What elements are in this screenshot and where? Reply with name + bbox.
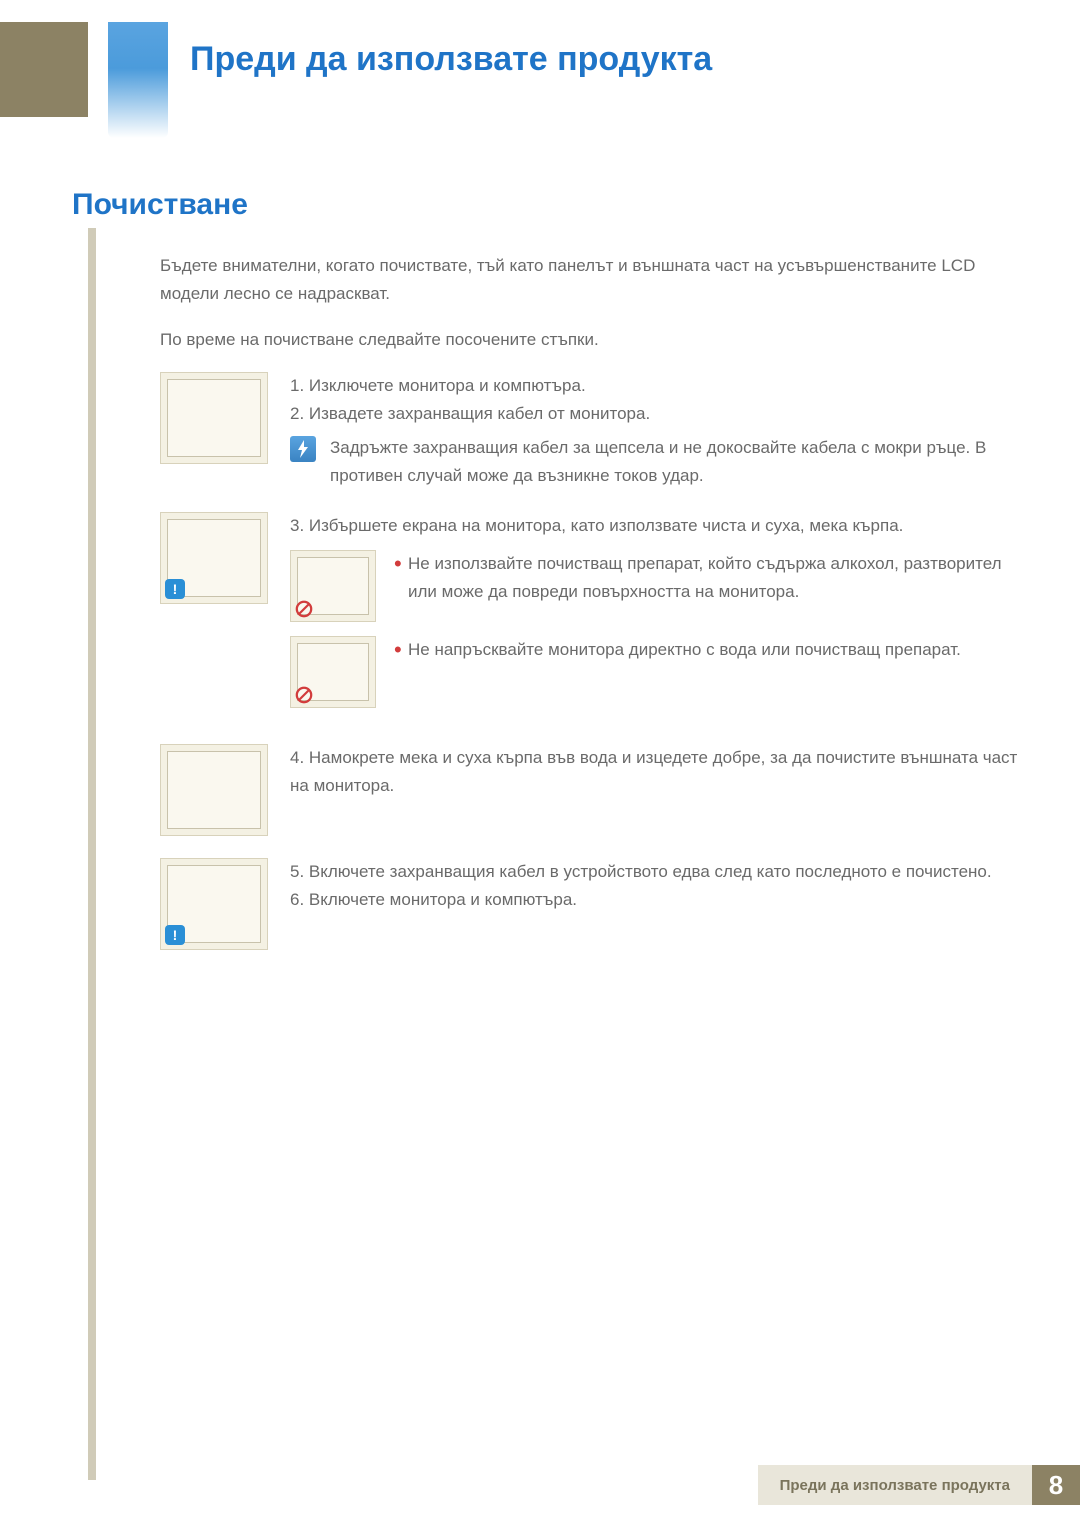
illustration-reconnect: ! xyxy=(160,858,268,950)
step-4-text: 4. Намокрете мека и суха кърпа във вода … xyxy=(290,744,1020,800)
intro-paragraph-1: Бъдете внимателни, когато почиствате, тъ… xyxy=(160,252,1020,308)
illustration-no-spray xyxy=(290,636,376,708)
step-3-bullet-2: • Не напръсквайте монитора директно с во… xyxy=(290,636,1020,708)
bullet-dot-icon: • xyxy=(394,550,408,622)
content-area: Бъдете внимателни, когато почиствате, тъ… xyxy=(160,252,1020,972)
step-block-1: 1. Изключете монитора и компютъра. 2. Из… xyxy=(160,372,1020,490)
chapter-title: Преди да използвате продукта xyxy=(190,40,712,79)
step-1-text: 1. Изключете монитора и компютъра. xyxy=(290,372,1020,400)
section-title: Почистване xyxy=(66,188,254,228)
chapter-tab xyxy=(108,22,168,138)
intro-paragraph-2: По време на почистване следвайте посочен… xyxy=(160,326,1020,354)
prohibit-icon xyxy=(295,599,313,617)
step-3-bullet-2-text: Не напръсквайте монитора директно с вода… xyxy=(408,636,1020,708)
step-3-bullet-1: • Не използвайте почистващ препарат, кой… xyxy=(290,550,1020,622)
left-margin-track xyxy=(88,190,96,1480)
step-block-5: ! 5. Включете захранващия кабел в устрой… xyxy=(160,858,1020,950)
lightning-icon xyxy=(290,436,316,462)
step-2-text: 2. Извадете захранващия кабел от монитор… xyxy=(290,400,1020,428)
illustration-no-chemicals xyxy=(290,550,376,622)
step-3-bullet-1-text: Не използвайте почистващ препарат, който… xyxy=(408,550,1020,622)
step-3-text: 3. Избършете екрана на монитора, като из… xyxy=(290,512,1020,540)
step-2-note: Задръжте захранващия кабел за щепсела и … xyxy=(330,434,1020,490)
bullet-dot-icon: • xyxy=(394,636,408,708)
step-5-text: 5. Включете захранващия кабел в устройст… xyxy=(290,858,1020,886)
step-block-4: 4. Намокрете мека и суха кърпа във вода … xyxy=(160,744,1020,836)
info-badge-icon: ! xyxy=(165,925,185,945)
step-6-text: 6. Включете монитора и компютъра. xyxy=(290,886,1020,914)
info-badge-icon: ! xyxy=(165,579,185,599)
illustration-unplug xyxy=(160,372,268,464)
illustration-wipe: ! xyxy=(160,512,268,604)
footer-chapter-label: Преди да използвате продукта xyxy=(758,1465,1032,1505)
prohibit-icon xyxy=(295,685,313,703)
footer-page-number: 8 xyxy=(1032,1465,1080,1505)
step-block-3: ! 3. Избършете екрана на монитора, като … xyxy=(160,512,1020,722)
illustration-damp-cloth xyxy=(160,744,268,836)
page-footer: Преди да използвате продукта 8 xyxy=(758,1465,1080,1505)
